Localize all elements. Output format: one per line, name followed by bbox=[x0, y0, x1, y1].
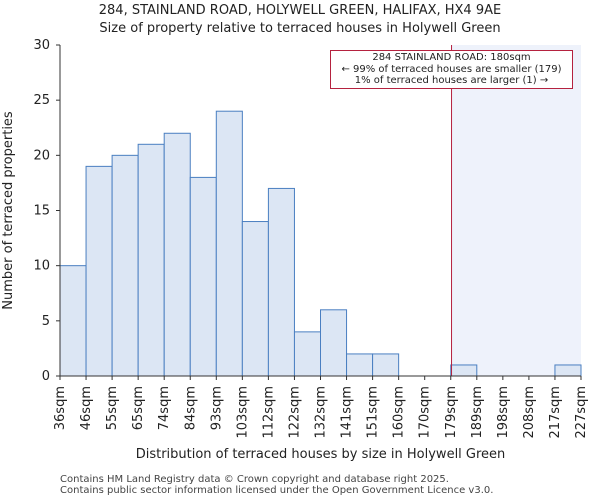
x-tick-label: 227sqm bbox=[574, 386, 589, 439]
bar bbox=[85, 165, 113, 377]
x-tick-label: 179sqm bbox=[444, 386, 459, 439]
highlight-region bbox=[451, 45, 581, 376]
bar bbox=[111, 154, 139, 377]
y-tick-label: 25 bbox=[33, 93, 50, 108]
bar bbox=[450, 364, 478, 377]
bar bbox=[163, 132, 191, 377]
bar bbox=[215, 110, 243, 377]
x-axis-label: Distribution of terraced houses by size … bbox=[136, 447, 506, 462]
x-tick-label: 55sqm bbox=[105, 386, 120, 430]
bar bbox=[137, 143, 165, 377]
chart-title-line1: 284, STAINLAND ROAD, HOLYWELL GREEN, HAL… bbox=[98, 3, 502, 18]
x-tick-label: 160sqm bbox=[392, 386, 407, 439]
bar bbox=[372, 353, 400, 377]
x-tick-label: 141sqm bbox=[340, 386, 355, 439]
annotation-line2: ← 99% of terraced houses are smaller (17… bbox=[341, 63, 562, 75]
footer-line2: Contains public sector information licen… bbox=[60, 485, 494, 496]
x-tick-label: 74sqm bbox=[157, 386, 172, 430]
x-tick-label: 36sqm bbox=[53, 386, 68, 430]
bar bbox=[320, 309, 348, 377]
x-tick-label: 65sqm bbox=[131, 386, 146, 430]
property-annotation: 284 STAINLAND ROAD: 180sqm ← 99% of terr… bbox=[330, 50, 573, 89]
x-tick-label: 189sqm bbox=[470, 386, 485, 439]
x-tick-label: 132sqm bbox=[314, 386, 329, 439]
x-tick-label: 46sqm bbox=[79, 386, 94, 430]
x-tick-label: 93sqm bbox=[209, 386, 224, 430]
x-tick-label: 198sqm bbox=[496, 386, 511, 439]
bar bbox=[59, 265, 87, 377]
annotation-line3: 1% of terraced houses are larger (1) → bbox=[354, 75, 549, 86]
y-tick-label: 10 bbox=[33, 259, 50, 274]
x-tick-label: 84sqm bbox=[183, 386, 198, 430]
x-tick-label: 103sqm bbox=[235, 386, 250, 439]
x-tick-label: 151sqm bbox=[366, 386, 381, 439]
chart-title-line2: Size of property relative to terraced ho… bbox=[99, 21, 501, 36]
x-tick-label: 122sqm bbox=[287, 386, 302, 439]
y-axis-label: Number of terraced properties bbox=[1, 111, 16, 310]
annotation-line1: 284 STAINLAND ROAD: 180sqm bbox=[372, 52, 531, 63]
y-tick-label: 5 bbox=[42, 314, 50, 329]
x-tick-label: 112sqm bbox=[261, 386, 276, 439]
bar bbox=[346, 353, 374, 377]
footer-line1: Contains HM Land Registry data © Crown c… bbox=[60, 474, 449, 485]
x-tick-label: 217sqm bbox=[548, 386, 563, 439]
y-tick-label: 15 bbox=[33, 204, 50, 219]
bar bbox=[267, 187, 295, 377]
bar bbox=[189, 176, 217, 377]
y-tick-label: 20 bbox=[33, 148, 50, 163]
y-tick-label: 30 bbox=[33, 38, 50, 53]
bar bbox=[241, 221, 269, 377]
y-tick-label: 0 bbox=[42, 369, 50, 384]
bar bbox=[554, 364, 582, 377]
bar bbox=[293, 331, 322, 377]
x-tick-label: 170sqm bbox=[418, 386, 433, 439]
x-tick-label: 208sqm bbox=[522, 386, 537, 439]
